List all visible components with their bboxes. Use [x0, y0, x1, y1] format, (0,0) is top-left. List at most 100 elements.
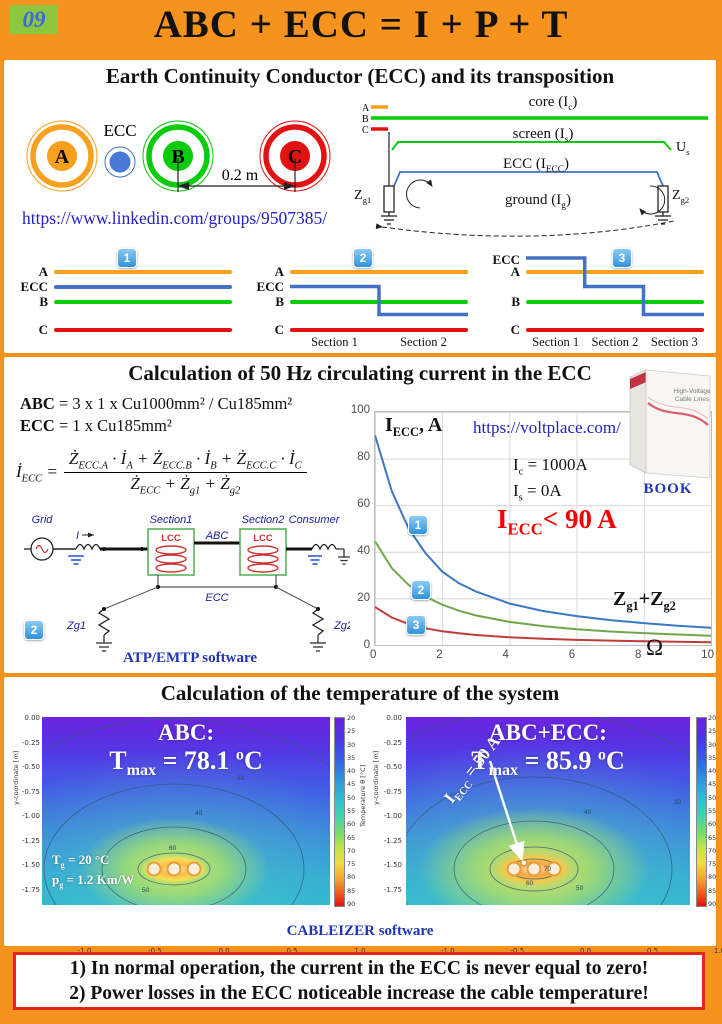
zg1-resistor	[381, 185, 397, 225]
tick-label: 100	[350, 404, 370, 416]
book-title-line1: High-Voltage	[673, 388, 711, 395]
tick-label: -1.0	[441, 947, 455, 955]
ecc-current-formula: İECC = ŻECC.A · İA + ŻECC.B · İB + ŻECC.…	[16, 449, 307, 497]
lcc-label: LCC	[253, 533, 273, 544]
tick-label: 55	[708, 806, 717, 815]
tick-label: 65	[708, 833, 717, 842]
distance-label: 0.2 m	[222, 167, 259, 184]
phase-a-line	[290, 270, 468, 274]
heatmap-left-y-ticks: 0.00 -0.25 -0.50 -0.75 -1.00 -1.25 -1.50 -1.75	[14, 714, 40, 894]
heatmap-abc-ecc-title: ABC+ECC: Tmax = 85.9 oC	[406, 720, 690, 780]
row-label: C	[274, 322, 284, 337]
phase-legend: A B C	[362, 103, 388, 136]
chart-x-axis: 0 2 4 6 8 10	[370, 649, 714, 661]
iecc-limit-note: IECC< 90 A	[497, 504, 617, 539]
tick-label: 30	[347, 740, 356, 749]
tick-label: 40	[708, 767, 717, 776]
formula-numerator: ŻECC.A · İA + ŻECC.B · İB + ŻECC.C · İC	[63, 449, 307, 474]
section1-title: Earth Continuity Conductor (ECC) and its…	[105, 64, 615, 88]
svg-text:A: A	[362, 103, 370, 114]
tick-label: -0.5	[148, 947, 162, 955]
chart-axis-title: IECC, A	[385, 414, 443, 439]
conclusion-2: 2) Power losses in the ECC noticeable in…	[69, 983, 649, 1004]
tick-label: 60	[708, 820, 717, 829]
phase-b-letter: B	[171, 146, 184, 168]
tick-label: 6	[568, 649, 576, 661]
conclusions-box: 1) In normal operation, the current in t…	[13, 952, 705, 1010]
ecc-line-label: ECC (IECC)	[502, 156, 569, 175]
row-label: ECC	[20, 279, 48, 294]
tick-label: -1.75	[383, 885, 402, 894]
circulation-arrow-left	[406, 179, 433, 209]
colorbar-right-ticks: 20 25 30 35 40 45 50 55 60 65 70 75 80 85 90	[708, 714, 722, 908]
zg2-resistor	[655, 185, 671, 225]
section3-title: Calculation of the temperature of the sy…	[160, 681, 560, 705]
section-circulating-current: Calculation of 50 Hz circulating current…	[4, 357, 716, 673]
contour-label: 60	[526, 880, 534, 887]
tick-label: 90	[347, 899, 356, 908]
cable-markers	[146, 861, 202, 877]
isotherm-contours	[406, 717, 690, 905]
tick-label: 45	[347, 780, 356, 789]
tick-label: -0.5	[510, 947, 525, 955]
contour-label: 50	[142, 887, 150, 894]
lcc-box-2: LCC	[239, 528, 287, 576]
heatmap-abc-ecc: 30 40 50 60 70 ABC+ECC: Tmax = 85.9 oC I…	[406, 717, 722, 966]
ecc-pointer-arrow	[488, 760, 525, 862]
voltplace-link[interactable]: https://voltplace.com/	[473, 418, 621, 437]
tick-label: 50	[708, 793, 717, 802]
linkedin-link[interactable]: https://www.linkedin.com/groups/9507385/	[22, 208, 328, 228]
isotherm-contours	[42, 718, 330, 905]
svg-text:C: C	[362, 125, 369, 136]
phase-b-line	[526, 300, 704, 304]
tick-label: 75	[347, 860, 356, 869]
tick-label: 70	[347, 846, 356, 855]
omega-unit-label: Ω	[646, 635, 664, 660]
row-label: A	[38, 264, 48, 279]
cableizer-caption: CABLEIZER software	[286, 923, 434, 939]
tick-label: 90	[708, 899, 717, 908]
heatmap-right-y-ticks: 0.00 -0.25 -0.50 -0.75 -1.00 -1.25 -1.50 -1.75	[376, 714, 402, 894]
section-label: Section 2	[400, 335, 447, 349]
tick-label: 65	[347, 833, 356, 842]
tick-label: -0.50	[21, 763, 40, 772]
busbar-icon	[68, 555, 84, 565]
tick-label: -0.75	[21, 787, 40, 796]
consumer-label: Consumer	[289, 514, 341, 526]
zg1-resistor-icon	[97, 608, 111, 636]
tick-label: 20	[347, 714, 356, 722]
tick-label: 45	[708, 780, 717, 789]
section-label: Section 2	[591, 335, 639, 349]
contour-label: 50	[576, 885, 584, 892]
contour-label: 60	[169, 845, 177, 852]
cable-cross-section-diagram: A ECC B C	[26, 120, 331, 192]
tick-label: 0.5	[286, 947, 298, 955]
tick-label: -1.0	[77, 947, 92, 955]
formula-denominator: ŻECC + Żg1 + Żg2	[130, 474, 241, 497]
section-label: Section 1	[532, 335, 580, 349]
phase-c-letter: C	[288, 146, 302, 168]
row-label: B	[511, 294, 520, 309]
tick-label: 0.0	[579, 947, 592, 955]
tick-label: 20	[708, 714, 717, 722]
spec-ecc: ECC = 1 x Cu185mm²	[20, 416, 172, 436]
tick-label: 0	[363, 639, 370, 651]
curve-3-badge: 3	[406, 615, 426, 635]
grid-label: Grid	[32, 514, 54, 526]
tick-label: 55	[347, 806, 356, 815]
section-temperature: Calculation of the temperature of the sy…	[4, 677, 722, 966]
tmax-value: Tmax = 85.9 oC	[471, 746, 625, 780]
scheme-3-badge: 3	[612, 248, 632, 268]
tick-label: 40	[357, 545, 370, 557]
tick-label: 80	[347, 873, 356, 882]
lcc-label: LCC	[161, 533, 181, 544]
ecc-label: ECC	[103, 121, 136, 140]
row-label: A	[274, 264, 284, 279]
temperature-field-abc: 30 40 50 60 ABC: Tmax = 78.1 oC Tg = 20 …	[42, 717, 330, 905]
contour-label: 40	[195, 810, 203, 817]
tick-label: 0.0	[218, 947, 230, 955]
tick-label: 75	[708, 860, 717, 869]
contour-label: 30	[237, 775, 245, 782]
tick-label: 8	[634, 649, 642, 661]
lcc-box-1: LCC	[147, 528, 195, 576]
